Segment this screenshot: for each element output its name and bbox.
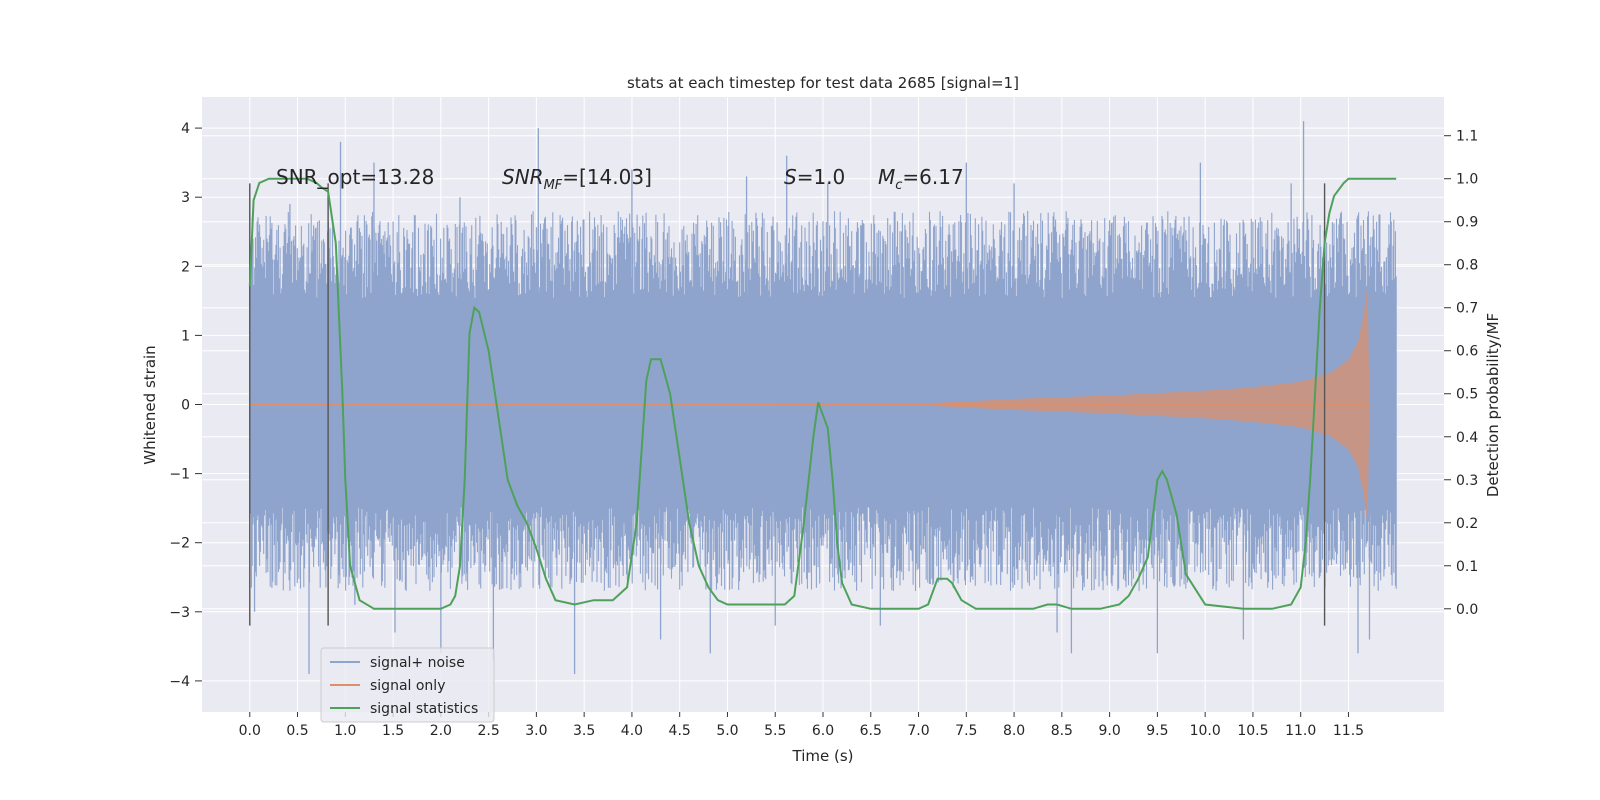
legend: signal+ noise signal only signal statist…	[320, 647, 495, 723]
legend-label-statistics: signal statistics	[370, 701, 478, 717]
y-axis-label: Whitened strain	[141, 345, 159, 464]
x-tick-label-13: 6.5	[860, 723, 882, 739]
y-right-tick-label-11: 1.1	[1456, 129, 1478, 145]
axis-ticks: 0.0 0.5 1.0 1.5 2.0 2.5 3.0 3.5 4.0 4.5 5.0 5.5 6.0 6…	[169, 121, 1478, 739]
annotation-snr-mf: SNRMF=[14.03]	[502, 165, 652, 193]
legend-label-signal: signal only	[370, 678, 445, 694]
x-tick-label-0: 0.0	[239, 723, 261, 739]
s-symbol: S	[784, 165, 797, 189]
y-right-tick-label-7: 0.7	[1456, 301, 1478, 317]
y-tick-label-4: 0	[181, 398, 190, 414]
x-tick-label-10: 5.0	[716, 723, 738, 739]
snr-mf-subscript: MF	[544, 178, 563, 193]
y-tick-label-6: 2	[181, 259, 190, 275]
signal-statistics-line	[248, 177, 1397, 610]
x-tick-label-20: 10.0	[1190, 723, 1221, 739]
annotation-s: S=1.0	[784, 165, 845, 189]
y-right-tick-label-4: 0.4	[1456, 430, 1478, 446]
x-tick-label-6: 3.0	[525, 723, 547, 739]
mc-symbol: M	[878, 165, 895, 189]
x-tick-label-17: 8.5	[1051, 723, 1073, 739]
y-tick-label-3: −1	[169, 467, 190, 483]
y-right-tick-label-3: 0.3	[1456, 473, 1478, 489]
x-tick-label-12: 6.0	[812, 723, 834, 739]
y-right-tick-label-2: 0.2	[1456, 516, 1478, 532]
mc-value: =6.17	[902, 165, 963, 189]
y-tick-label-1: −3	[169, 605, 190, 621]
x-tick-label-16: 8.0	[1003, 723, 1025, 739]
x-tick-label-15: 7.5	[955, 723, 977, 739]
legend-label-noise: signal+ noise	[370, 655, 465, 671]
annotation-snr-opt: SNR_opt=13.28	[276, 165, 434, 189]
x-tick-label-23: 11.5	[1333, 723, 1364, 739]
x-tick-label-5: 2.5	[477, 723, 499, 739]
snr-mf-value: =[14.03]	[562, 165, 652, 189]
y-axis-right-label: Detection probability/MF	[1484, 313, 1502, 497]
mc-subscript: c	[895, 178, 902, 193]
y-right-tick-label-6: 0.6	[1456, 344, 1478, 360]
x-tick-label-7: 3.5	[573, 723, 595, 739]
x-tick-label-9: 4.5	[669, 723, 691, 739]
y-tick-label-2: −2	[169, 536, 190, 552]
s-value: =1.0	[797, 165, 846, 189]
x-tick-label-8: 4.0	[621, 723, 643, 739]
x-tick-label-18: 9.0	[1098, 723, 1120, 739]
x-tick-label-11: 5.5	[764, 723, 786, 739]
x-tick-label-22: 11.0	[1285, 723, 1316, 739]
legend-box	[320, 647, 495, 723]
snr-mf-symbol: SNR	[502, 165, 544, 189]
y-right-tick-label-1: 0.1	[1456, 559, 1478, 575]
x-tick-label-4: 2.0	[430, 723, 452, 739]
x-tick-label-2: 1.0	[334, 723, 356, 739]
x-axis-label: Time (s)	[792, 747, 854, 765]
y-right-tick-label-9: 0.9	[1456, 215, 1478, 231]
y-right-tick-label-8: 0.8	[1456, 258, 1478, 274]
y-tick-label-5: 1	[181, 328, 190, 344]
y-right-tick-label-5: 0.5	[1456, 387, 1478, 403]
y-right-tick-label-0: 0.0	[1456, 602, 1478, 618]
x-tick-label-3: 1.5	[382, 723, 404, 739]
vertical-markers	[249, 183, 1326, 626]
chart-title: stats at each timestep for test data 268…	[627, 74, 1019, 92]
y-tick-label-7: 3	[181, 190, 190, 206]
signal-only-series	[249, 283, 1370, 526]
y-tick-label-8: 4	[181, 121, 190, 137]
y-tick-label-0: −4	[169, 674, 190, 690]
signal-statistics-series	[248, 177, 1397, 610]
annotation-mc: Mc=6.17	[878, 165, 964, 193]
x-tick-label-14: 7.0	[907, 723, 929, 739]
y-right-tick-label-10: 1.0	[1456, 172, 1478, 188]
x-tick-label-21: 10.5	[1237, 723, 1268, 739]
x-tick-label-19: 9.5	[1146, 723, 1168, 739]
x-tick-label-1: 0.5	[286, 723, 308, 739]
